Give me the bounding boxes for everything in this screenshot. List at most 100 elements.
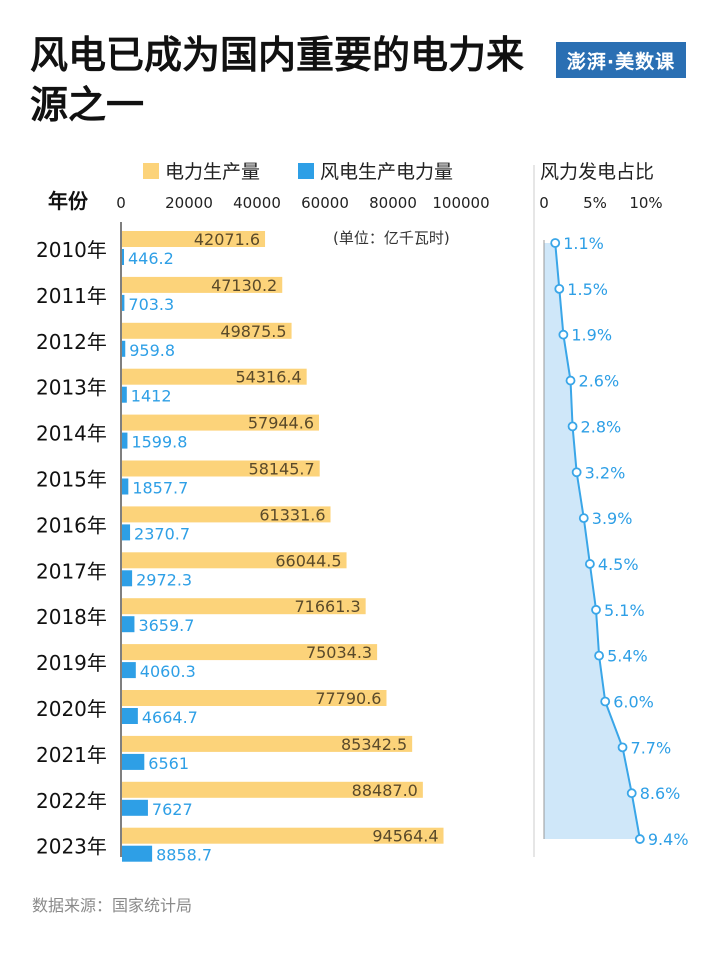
- bar-wind: [122, 662, 136, 679]
- share-label: 2.8%: [581, 417, 622, 436]
- share-point: [554, 283, 565, 294]
- bar-wind: [122, 249, 124, 265]
- bar-production: [122, 598, 366, 615]
- share-label: 6.0%: [613, 693, 654, 712]
- bar-production: [122, 690, 387, 706]
- bar-wind: [122, 386, 127, 403]
- bar-production: [122, 460, 320, 477]
- share-title: 风力发电占比: [540, 161, 654, 183]
- bar-label-wind: 3659.7: [138, 616, 194, 635]
- bar-label-production: 85342.5: [341, 735, 407, 754]
- page-title: 风电已成为国内重要的电力来源之一: [30, 33, 525, 127]
- bar-wind: [122, 294, 125, 311]
- bar-wind: [122, 570, 133, 587]
- bar-wind: [122, 616, 135, 633]
- bar-wind: [122, 708, 138, 724]
- category-label: 2016年: [36, 513, 107, 537]
- x-tick-label: 60000: [301, 194, 349, 212]
- share-label: 1.9%: [571, 326, 612, 345]
- category-label: 2015年: [36, 468, 107, 492]
- bar-label-production: 57944.6: [248, 414, 314, 433]
- brand-logo: 澎湃·美数课: [556, 42, 686, 78]
- category-label: 2023年: [36, 835, 107, 859]
- x-tick-label: 0: [116, 194, 126, 212]
- bar-production: [122, 506, 331, 523]
- share-point: [585, 559, 595, 569]
- share-label: 2.6%: [579, 372, 620, 391]
- bar-label-production: 66044.5: [275, 551, 341, 570]
- share-point: [567, 421, 578, 432]
- bar-label-wind: 4060.3: [140, 662, 196, 681]
- bar-wind: [122, 845, 153, 862]
- share-label: 8.6%: [640, 784, 681, 803]
- x-tick-label: 100000: [432, 194, 489, 212]
- bar-production: [122, 276, 283, 293]
- share-point: [594, 650, 604, 661]
- bar-label-wind: 4664.7: [142, 708, 198, 727]
- category-label: 2012年: [36, 330, 107, 354]
- category-label: 2013年: [36, 376, 107, 400]
- bar-label-production: 42071.6: [194, 230, 260, 249]
- bar-production: [122, 735, 413, 752]
- bar-label-wind: 1599.8: [131, 433, 187, 452]
- category-label: 2019年: [36, 651, 107, 675]
- legend-label-wind: 风电生产电力量: [320, 161, 453, 183]
- x-tick-label: 40000: [233, 194, 281, 212]
- share-tick-label: 5%: [583, 194, 607, 212]
- unit-note: (单位：亿千瓦时): [333, 229, 450, 247]
- share-point: [626, 788, 637, 799]
- bar-label-wind: 959.8: [129, 341, 175, 360]
- x-tick-label: 20000: [165, 194, 213, 212]
- bar-label-production: 47130.2: [211, 276, 277, 295]
- bar-production: [122, 552, 347, 569]
- category-label: 2018年: [36, 605, 107, 629]
- category-label: 2020年: [36, 697, 107, 721]
- y-axis-title: 年份: [48, 189, 89, 213]
- bar-label-wind: 703.3: [128, 295, 174, 314]
- bar-label-wind: 6561: [148, 754, 189, 773]
- bar-wind: [122, 432, 128, 449]
- share-point: [634, 834, 645, 844]
- category-label: 2017年: [36, 559, 107, 583]
- bar-label-wind: 1857.7: [132, 479, 188, 498]
- bar-label-production: 88487.0: [352, 781, 418, 800]
- share-label: 1.5%: [567, 280, 608, 299]
- share-point: [571, 467, 582, 478]
- bar-label-wind: 2972.3: [136, 570, 192, 589]
- bar-label-production: 58145.7: [249, 460, 315, 479]
- bar-label-production: 54316.4: [236, 368, 302, 387]
- x-tick-label: 80000: [369, 194, 417, 212]
- share-point: [578, 513, 589, 523]
- share-point: [600, 696, 611, 707]
- share-label: 4.5%: [598, 555, 639, 574]
- bar-label-wind: 7627: [152, 800, 193, 819]
- bar-label-production: 77790.6: [315, 689, 381, 708]
- bar-label-production: 61331.6: [259, 505, 325, 524]
- bar-label-production: 75034.3: [306, 643, 372, 662]
- share-label: 9.4%: [648, 830, 689, 849]
- share-point: [617, 742, 628, 753]
- bar-production: [122, 322, 292, 339]
- bar-wind: [122, 753, 145, 770]
- category-label: 2010年: [36, 238, 107, 262]
- bar-label-production: 71661.3: [294, 597, 360, 616]
- bar-wind: [122, 340, 126, 357]
- bar-production: [122, 231, 266, 247]
- bar-wind: [122, 524, 131, 541]
- share-label: 5.1%: [604, 601, 645, 620]
- share-point: [591, 604, 601, 615]
- data-source: 数据来源：国家统计局: [32, 896, 193, 915]
- share-point: [550, 238, 561, 248]
- share-label: 5.4%: [607, 647, 648, 666]
- category-label: 2022年: [36, 789, 107, 813]
- bar-production: [122, 414, 320, 431]
- share-label: 3.9%: [592, 509, 633, 528]
- legend-swatch-production: [143, 163, 159, 179]
- bar-production: [122, 827, 444, 844]
- bar-label-wind: 2370.7: [134, 524, 190, 543]
- legend-swatch-wind: [298, 163, 314, 179]
- bar-wind: [122, 478, 129, 495]
- share-point: [565, 375, 576, 386]
- bar-production: [122, 781, 423, 798]
